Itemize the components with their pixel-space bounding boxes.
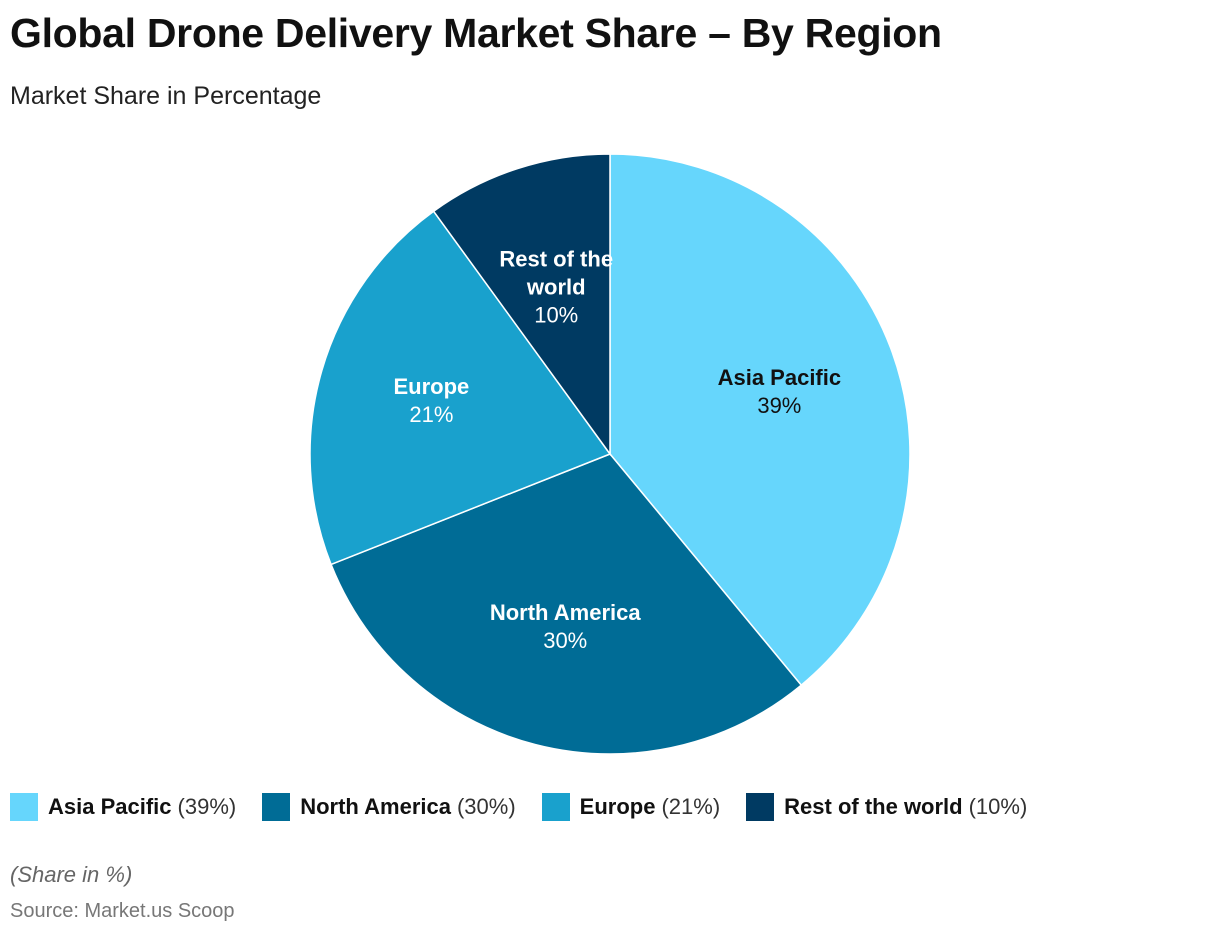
pie-value-label: 21% [409, 402, 453, 427]
chart-subtitle: Market Share in Percentage [10, 82, 322, 110]
pie-slice-rest-of-the-world[interactable] [432, 153, 611, 457]
legend-value: (10%) [968, 794, 1028, 819]
pie-name-label: Rest of the [499, 246, 613, 271]
legend-swatch [746, 793, 775, 821]
legend-label: Europe [579, 794, 656, 819]
pie-label-europe: Europe 21% [393, 374, 469, 427]
legend-item-asia-pacific[interactable]: Asia Pacific (39%) [10, 793, 236, 821]
pie-name-label: Asia Pacific [718, 365, 842, 390]
pie-label-north-america: North America 30% [490, 600, 642, 653]
legend-swatch [262, 793, 291, 821]
chart-title: Global Drone Delivery Market Share – By … [10, 10, 942, 56]
pie-label-rest-of-the-world: Rest of the world 10% [499, 246, 613, 327]
legend-label: Asia Pacific [48, 794, 172, 819]
legend-value: (39%) [177, 794, 237, 819]
pie-label-asia-pacific: Asia Pacific 39% [718, 365, 842, 418]
pie-name-label: North America [490, 600, 642, 625]
legend-item-europe[interactable]: Europe (21%) [541, 793, 721, 821]
pie-value-label: 10% [534, 302, 578, 327]
pie-name-label: world [526, 274, 586, 299]
pie-value-label: 30% [543, 628, 587, 653]
pie-slice-north-america[interactable] [330, 453, 803, 755]
legend-label: Rest of the world [784, 794, 963, 819]
legend-item-north-america[interactable]: North America (30%) [262, 793, 516, 821]
pie-slice-europe[interactable] [309, 210, 612, 566]
legend-swatch [541, 793, 570, 821]
pie-chart: Asia Pacific 39% North America 30% Europe 21%… [309, 153, 911, 755]
legend-value: (30%) [456, 794, 516, 819]
chart-note: (Share in %) [10, 862, 133, 887]
pie-value-label: 39% [757, 393, 801, 418]
legend-item-rest-of-the-world[interactable]: Rest of the world (10%) [746, 793, 1027, 821]
legend-label: North America [300, 794, 451, 819]
pie-name-label: Europe [393, 374, 469, 399]
legend-swatch [10, 793, 38, 821]
legend-value: (21%) [661, 794, 721, 819]
chart-source: Source: Market.us Scoop [10, 900, 235, 922]
pie-slice-asia-pacific[interactable] [609, 153, 911, 687]
legend: Asia Pacific (39%) North America (30%) E… [10, 793, 1053, 821]
